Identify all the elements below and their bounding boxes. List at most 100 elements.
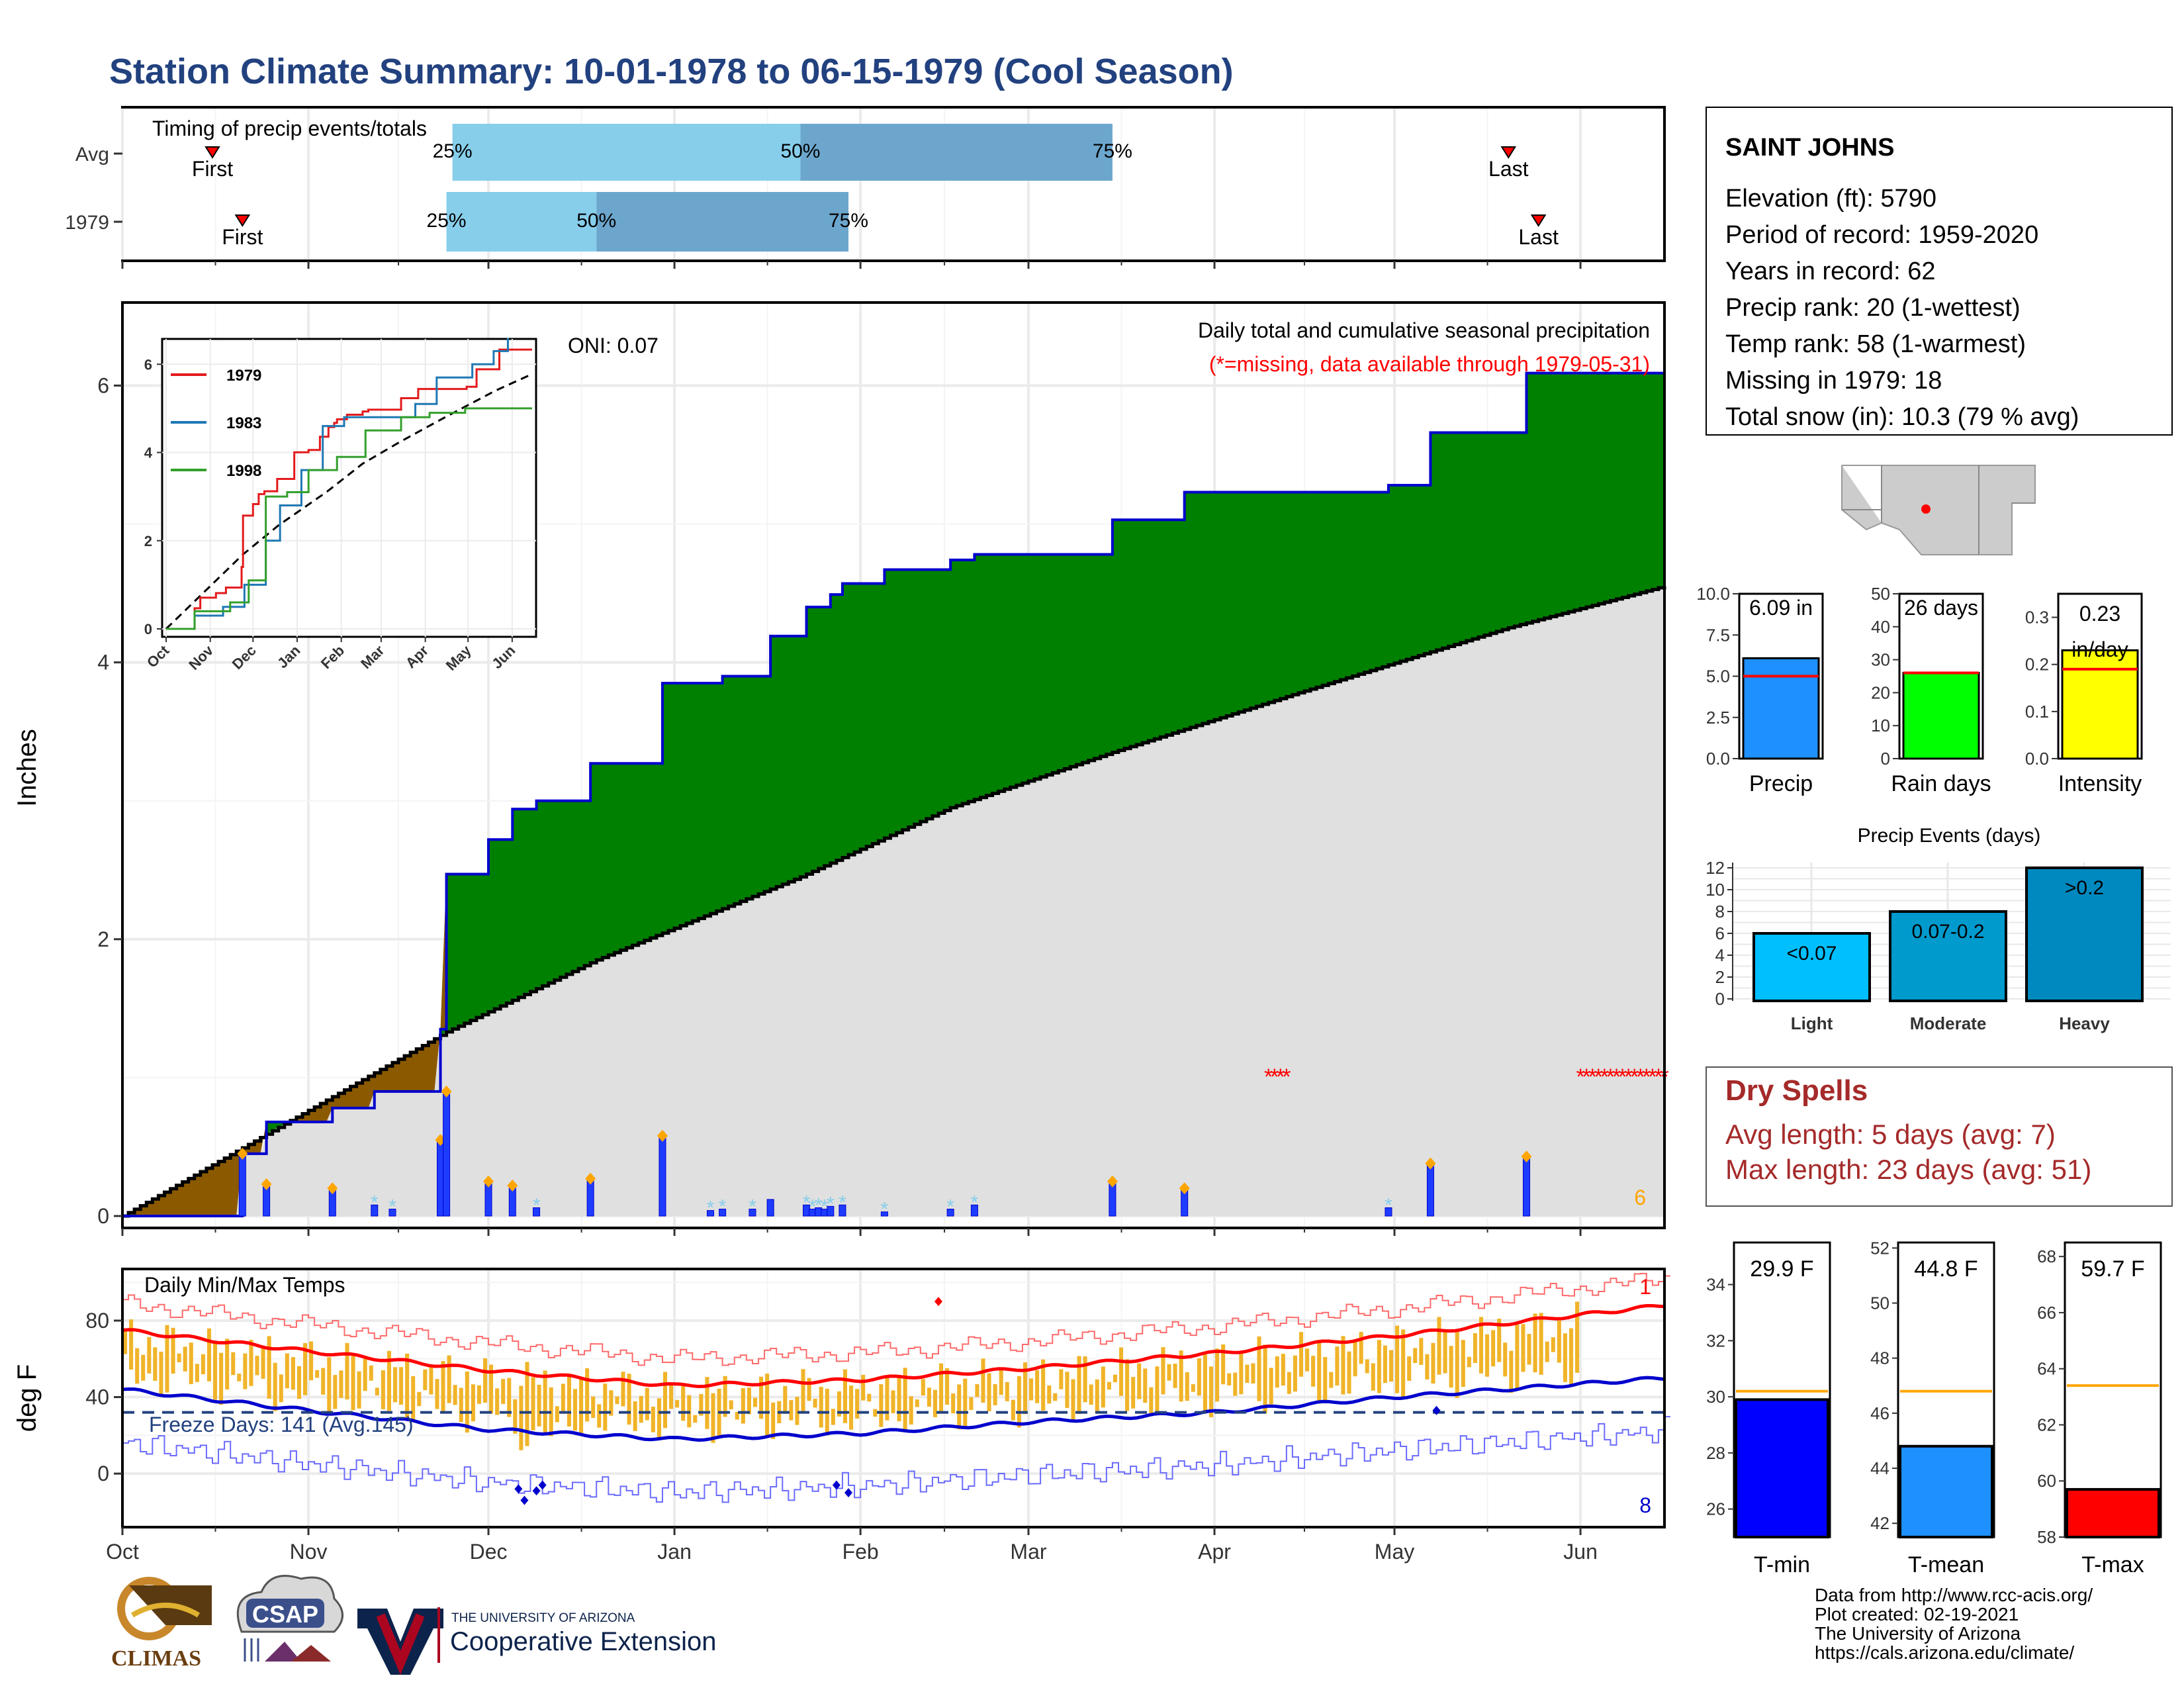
- temp-summary-tick-label: 66: [2037, 1303, 2056, 1323]
- daily-temp-range-bar: [981, 1358, 985, 1403]
- daily-temp-range-bar: [1461, 1340, 1465, 1387]
- missing-mark: *: [1264, 1064, 1273, 1090]
- daily-temp-range-bar: [1341, 1336, 1345, 1395]
- last-event-marker: [1500, 146, 1517, 159]
- daily-temp-range-bar: [675, 1399, 680, 1408]
- inset-y-label: 4: [144, 445, 153, 461]
- temp-summary-tick-label: 64: [2037, 1359, 2056, 1379]
- inset-frame: [161, 338, 537, 638]
- daily-temp-range-bar: [1287, 1372, 1291, 1394]
- record-low-marker: [832, 1480, 841, 1490]
- daily-temp-range-bar: [765, 1374, 770, 1438]
- temp-summary-tick-label: 48: [1870, 1348, 1889, 1368]
- daily-temp-range-bar: [237, 1374, 242, 1382]
- daily-temp-range-bar: [651, 1406, 655, 1432]
- daily-temp-range-bar: [1323, 1357, 1328, 1401]
- x-tick-label: Mar: [1010, 1540, 1046, 1564]
- snow-marker: *: [719, 1196, 727, 1218]
- daily-temp-range-bar: [1293, 1355, 1297, 1392]
- daily-temp-range-bar: [351, 1353, 355, 1411]
- temp-summary-label: T-mean: [1908, 1552, 1984, 1577]
- daily-precip-bar: [1522, 1156, 1530, 1217]
- daily-temp-range-bar: [1371, 1363, 1375, 1391]
- daily-temp-range-bar: [639, 1395, 643, 1423]
- daily-precip-bar: [827, 1205, 835, 1217]
- daily-temp-range-bar: [1275, 1356, 1279, 1388]
- daily-temp-range-bar: [399, 1367, 404, 1405]
- daily-temp-range-bar: [1388, 1350, 1394, 1382]
- daily-temp-range-bar: [411, 1376, 416, 1423]
- daily-precip-bar: [443, 1091, 451, 1217]
- daily-temp-range-bar: [837, 1391, 841, 1417]
- daily-temp-range-bar: [129, 1319, 134, 1370]
- summary-bar: [1742, 657, 1820, 760]
- missing-mark: *: [1282, 1064, 1291, 1090]
- y-tick-label: 2: [97, 927, 109, 951]
- daily-temp-range-bar: [429, 1366, 433, 1395]
- summary-tick-label: 10.0: [1696, 584, 1730, 604]
- daily-temp-range-bar: [1563, 1333, 1567, 1382]
- daily-temp-range-bar: [969, 1397, 974, 1410]
- daily-temp-range-bar: [1161, 1347, 1165, 1395]
- pct-label-50: 50%: [780, 140, 820, 162]
- daily-temp-range-bar: [909, 1396, 913, 1425]
- missing-mark: *: [1612, 1064, 1621, 1090]
- daily-temp-range-bar: [842, 1369, 848, 1423]
- daily-temp-range-bar: [1311, 1356, 1316, 1387]
- daily-temp-range-bar: [249, 1340, 253, 1386]
- daily-temp-range-bar: [201, 1354, 205, 1375]
- footer-line: Plot created: 02-19-2021: [1815, 1604, 2019, 1624]
- daily-temp-range-bar: [1208, 1366, 1214, 1417]
- daily-temp-range-bar: [987, 1373, 991, 1411]
- y-tick-label: 40: [85, 1385, 109, 1409]
- csap-text: CSAP: [252, 1601, 318, 1628]
- heavy-day-marker: [1521, 1150, 1532, 1163]
- daily-temp-range-bar: [531, 1377, 535, 1430]
- events-bar-label: >0.2: [2065, 877, 2104, 899]
- pct-label-25: 25%: [427, 210, 467, 232]
- daily-temp-range-bar: [507, 1378, 512, 1417]
- daily-temp-range-bar: [597, 1404, 602, 1428]
- daily-temp-range-bar: [1473, 1333, 1477, 1364]
- daily-temp-range-bar: [302, 1342, 308, 1395]
- heavy-day-marker: [237, 1147, 248, 1160]
- missing-mark: *: [1636, 1064, 1645, 1090]
- daily-temp-range-bar: [1137, 1363, 1142, 1399]
- timing-bars: 25% 50% 75% First Last 25% 50% 75% First Last: [192, 124, 1559, 252]
- daily-temp-range-bar: [903, 1368, 907, 1432]
- summary-value: 26 days: [1904, 596, 1978, 620]
- quartile-bar-50-75: [596, 192, 849, 252]
- daily-temp-range-bar: [1011, 1399, 1015, 1421]
- quartile-bar-25-50: [452, 124, 801, 181]
- footer-line: Data from http://www.rcc-acis.org/: [1815, 1585, 2093, 1605]
- x-tick-label: Oct: [106, 1540, 139, 1564]
- snow-marker: *: [881, 1199, 889, 1221]
- daily-temp-range-bar: [795, 1397, 799, 1425]
- events-bar-label: 0.07-0.2: [1911, 921, 1984, 943]
- events-tick-label: 8: [1715, 902, 1725, 921]
- timing-row-avg-label: Avg: [75, 144, 109, 165]
- y-tick-label: 80: [85, 1309, 109, 1333]
- heavy-day-marker: [1107, 1175, 1118, 1188]
- inset-y-label: 6: [144, 356, 152, 373]
- daily-temp-range-bar: [609, 1390, 614, 1416]
- daily-temp-range-bar: [1251, 1363, 1255, 1383]
- daily-temp-range-bar: [375, 1387, 379, 1395]
- y-tick-label: 0: [97, 1462, 109, 1485]
- daily-temp-range-bar: [291, 1357, 295, 1390]
- summary-bar: [1902, 672, 1980, 760]
- temp-summary-tick-label: 68: [2037, 1246, 2056, 1266]
- daily-temp-range-bar: [225, 1338, 230, 1390]
- daily-temp-range-bar: [1503, 1342, 1508, 1377]
- daily-temp-range-bar: [699, 1393, 704, 1416]
- missing-mark: *: [1648, 1064, 1657, 1090]
- daily-temp-range-bar: [633, 1401, 637, 1431]
- daily-temp-range-bar: [1233, 1372, 1238, 1396]
- daily-temp-range-bar: [1365, 1359, 1369, 1374]
- daily-precip-bar: [880, 1211, 888, 1217]
- daily-temp-range-bar: [1298, 1332, 1304, 1377]
- daily-temp-range-bar: [1089, 1384, 1093, 1405]
- pct-label-75: 75%: [829, 210, 868, 232]
- inset-line-1979: [166, 348, 532, 630]
- daily-temp-range-bar: [482, 1358, 488, 1403]
